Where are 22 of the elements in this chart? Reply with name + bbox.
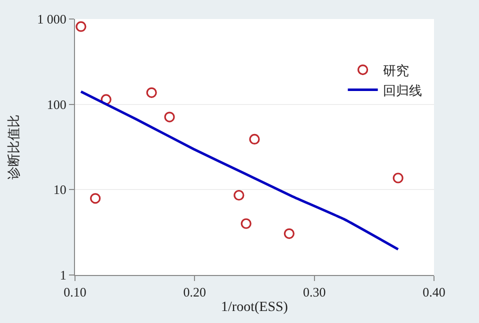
x-tick-label: 0.10 bbox=[64, 284, 86, 300]
point bbox=[146, 87, 157, 98]
point bbox=[392, 172, 404, 184]
y-tick-label: 1 bbox=[60, 268, 66, 283]
point bbox=[240, 218, 252, 229]
point bbox=[76, 21, 86, 32]
point bbox=[234, 190, 244, 201]
y-tick-label: 10 bbox=[53, 182, 66, 198]
y-axis-title: 诊断比值比 bbox=[7, 114, 22, 180]
legend-label: 回归线 bbox=[382, 84, 422, 99]
point bbox=[249, 134, 260, 145]
point bbox=[164, 112, 175, 122]
x-axis-title: 1/root(ESS) bbox=[221, 300, 288, 315]
y-tick-label: 1 000 bbox=[37, 12, 66, 27]
y-tick-label: 100 bbox=[46, 96, 66, 112]
point bbox=[284, 228, 294, 239]
point bbox=[90, 193, 101, 204]
point bbox=[100, 94, 112, 105]
x-tick-label: 0.20 bbox=[183, 284, 206, 300]
x-tick-label: 0.30 bbox=[302, 284, 326, 300]
legend-label: 研究 bbox=[382, 64, 409, 79]
x-tick-label: 0.40 bbox=[422, 284, 446, 300]
